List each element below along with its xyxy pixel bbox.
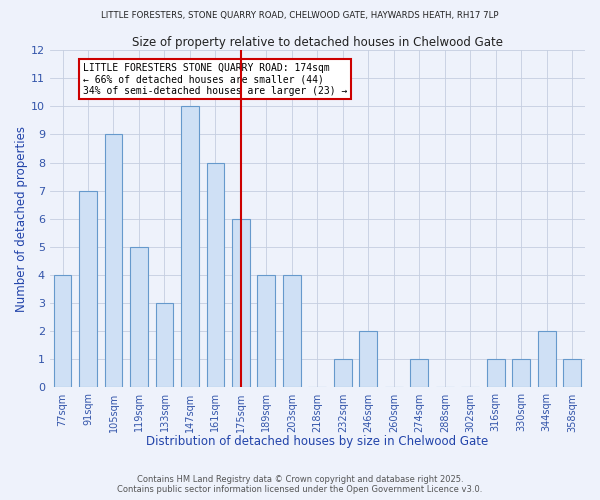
Bar (53, 275, 71, 388)
Bar (206, 162, 224, 388)
Bar (155, 303, 173, 388)
Y-axis label: Number of detached properties: Number of detached properties (15, 126, 28, 312)
Bar (283, 275, 301, 388)
Bar (104, 134, 122, 388)
Bar (257, 275, 275, 388)
Bar (538, 332, 556, 388)
Bar (359, 332, 377, 388)
Text: LITTLE FORESTERS, STONE QUARRY ROAD, CHELWOOD GATE, HAYWARDS HEATH, RH17 7LP: LITTLE FORESTERS, STONE QUARRY ROAD, CHE… (101, 11, 499, 20)
X-axis label: Distribution of detached houses by size in Chelwood Gate: Distribution of detached houses by size … (146, 434, 488, 448)
Bar (410, 360, 428, 388)
Bar (334, 360, 352, 388)
Bar (79, 190, 97, 388)
Bar (563, 360, 581, 388)
Title: Size of property relative to detached houses in Chelwood Gate: Size of property relative to detached ho… (132, 36, 503, 49)
Bar (130, 247, 148, 388)
Bar (512, 360, 530, 388)
Bar (181, 106, 199, 388)
Text: LITTLE FORESTERS STONE QUARRY ROAD: 174sqm
← 66% of detached houses are smaller : LITTLE FORESTERS STONE QUARRY ROAD: 174s… (83, 63, 347, 96)
Text: Contains HM Land Registry data © Crown copyright and database right 2025.
Contai: Contains HM Land Registry data © Crown c… (118, 474, 482, 494)
Bar (487, 360, 505, 388)
Bar (232, 219, 250, 388)
